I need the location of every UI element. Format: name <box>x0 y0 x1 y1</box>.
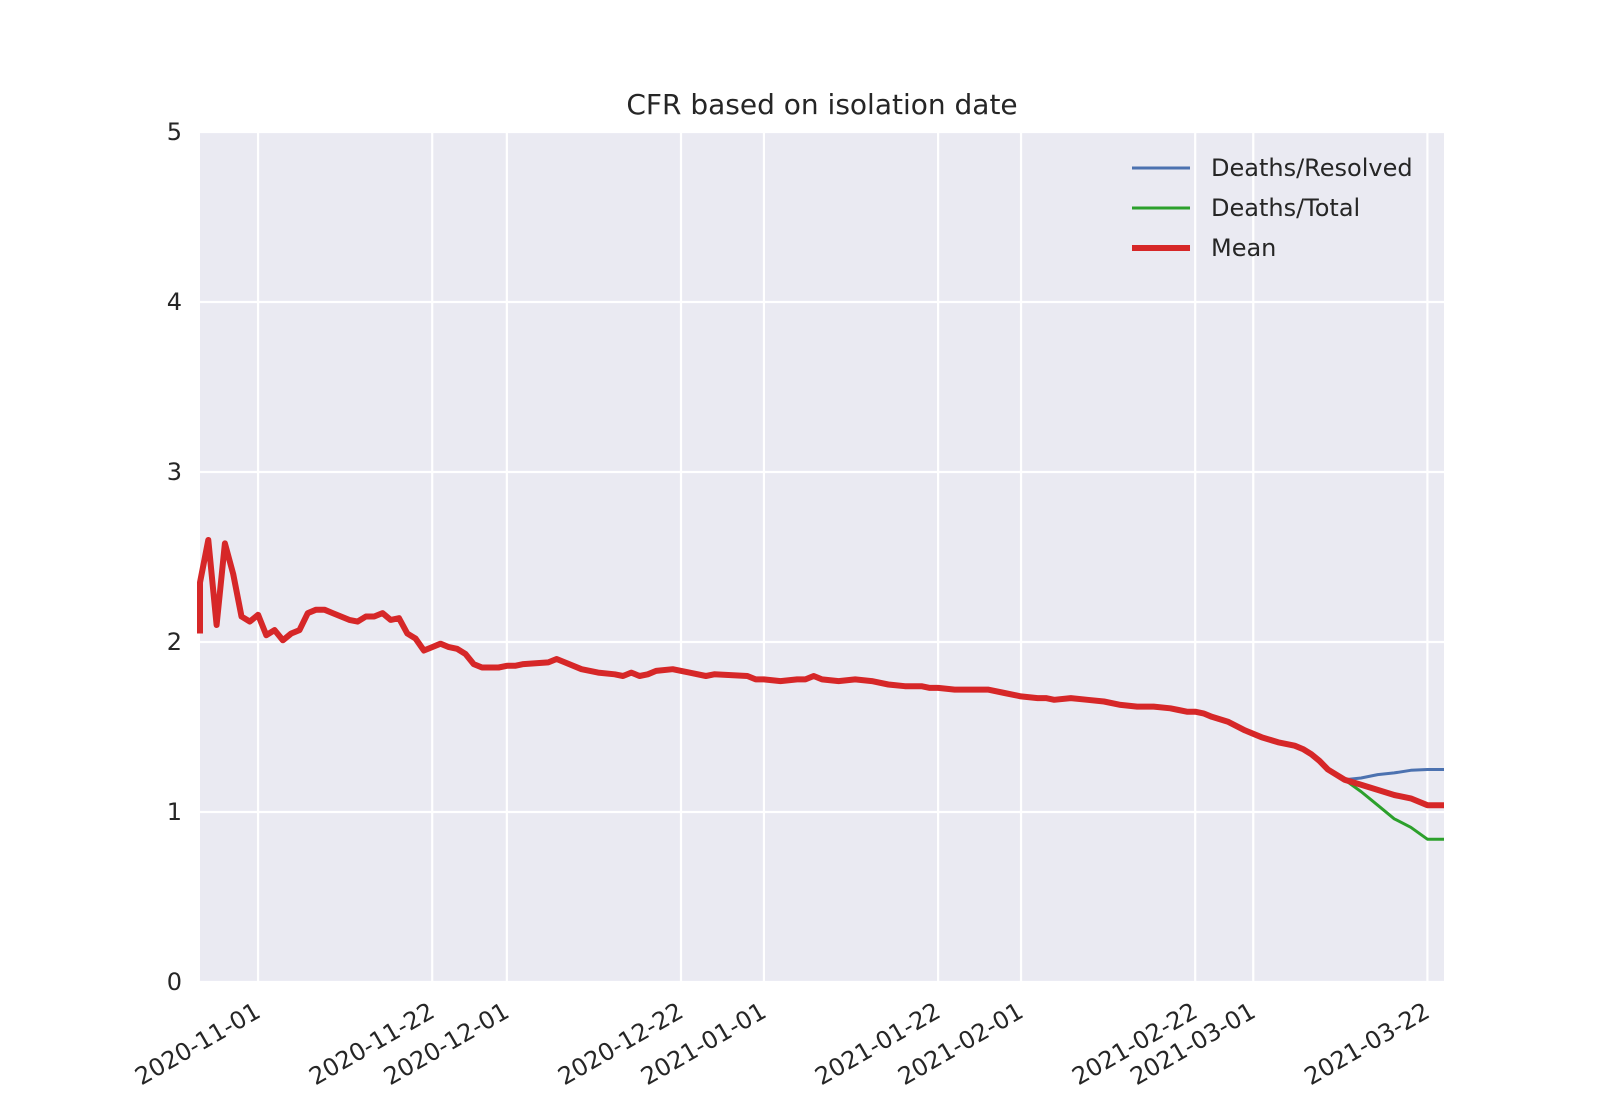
x-tick-label: 2021-03-22 <box>1300 997 1435 1091</box>
grid <box>200 130 1444 984</box>
y-tick-label: 2 <box>167 628 182 656</box>
series-line-mean <box>197 537 1444 809</box>
x-tick-label: 2020-11-01 <box>130 997 265 1091</box>
series-line-deaths-resolved <box>1344 768 1444 782</box>
plot-background <box>200 132 1444 982</box>
legend-label: Mean <box>1211 234 1276 262</box>
y-axis: 0 1 2 3 4 5 <box>167 118 182 996</box>
y-tick-label: 1 <box>167 798 182 826</box>
y-tick-label: 3 <box>167 458 182 486</box>
legend-label: Deaths/Total <box>1211 194 1360 222</box>
chart-title: CFR based on isolation date <box>626 88 1017 121</box>
legend: Deaths/Resolved Deaths/Total Mean <box>1132 154 1413 262</box>
legend-label: Deaths/Resolved <box>1211 154 1413 182</box>
y-tick-label: 4 <box>167 288 182 316</box>
y-tick-label: 0 <box>167 968 182 996</box>
y-tick-label: 5 <box>167 118 182 146</box>
series-line-deaths-total <box>1343 778 1444 841</box>
series-lines <box>197 537 1444 841</box>
